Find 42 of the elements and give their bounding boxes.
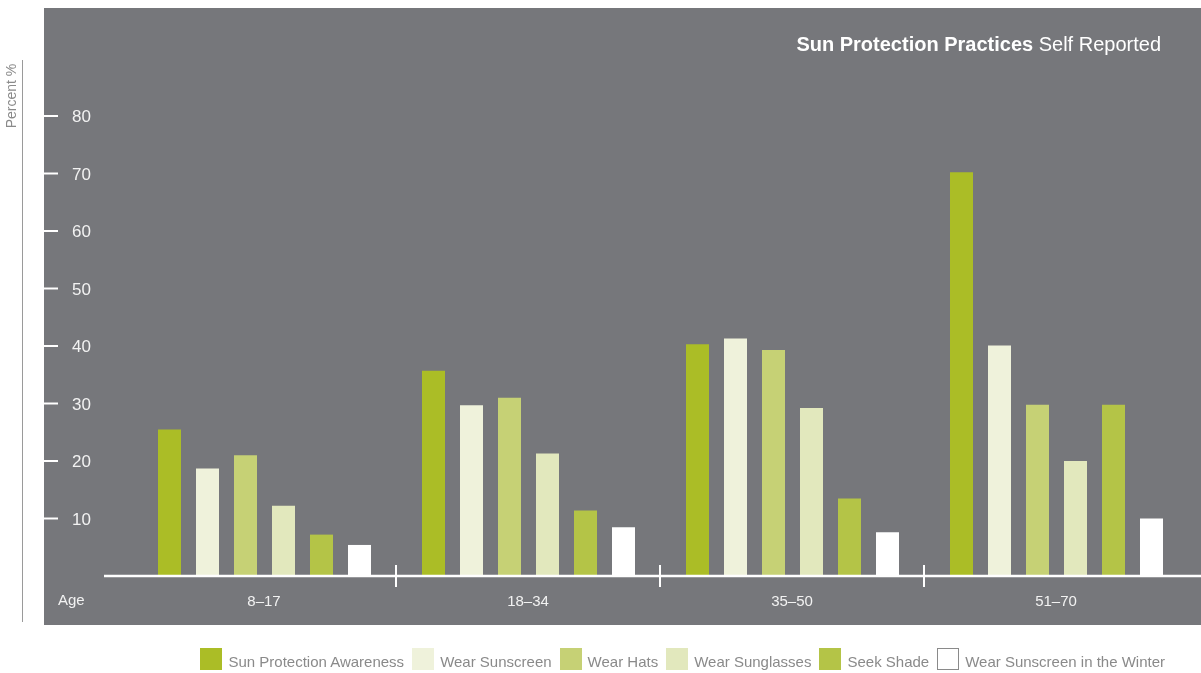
y-tick-label: 70	[72, 164, 91, 184]
legend-label: Wear Sunscreen	[440, 653, 552, 670]
x-tick-label: 51–70	[1035, 592, 1077, 609]
y-tick-label: 10	[72, 509, 91, 529]
bar	[686, 344, 709, 576]
y-tick-label: 40	[72, 337, 91, 356]
x-axis-title: Age	[58, 591, 85, 608]
y-tick-label: 30	[72, 394, 91, 414]
legend-label: Wear Hats	[587, 653, 659, 670]
bar	[234, 455, 257, 576]
chart-title: Sun Protection Practices	[796, 33, 1034, 55]
bar	[536, 453, 559, 576]
y-tick-label: 20	[72, 452, 91, 471]
bar	[498, 397, 521, 576]
x-tick-label: 35–50	[771, 592, 813, 609]
legend-label: Sun Protection Awareness	[228, 653, 405, 670]
bar	[762, 350, 785, 576]
bar	[1026, 404, 1049, 576]
bar	[310, 534, 333, 576]
bar	[574, 510, 597, 576]
x-tick-label: 8–17	[247, 592, 281, 609]
bar	[950, 172, 973, 576]
y-tick-label: 60	[72, 222, 91, 241]
y-axis-title: Percent %	[3, 63, 19, 129]
y-tick-label: 50	[72, 279, 91, 299]
bar	[724, 338, 747, 576]
bar	[1064, 461, 1087, 576]
legend-label: Seek Shade	[847, 653, 930, 670]
bar	[988, 345, 1011, 576]
bar	[800, 408, 823, 576]
bar	[460, 405, 483, 576]
bar	[838, 498, 861, 576]
chart-subtitle: Self Reported	[1038, 33, 1161, 55]
legend-label: Wear Sunglasses	[694, 653, 812, 670]
bar	[272, 505, 295, 576]
legend-label: Wear Sunscreen in the Winter	[965, 653, 1165, 670]
bar	[422, 370, 445, 576]
bar	[196, 468, 219, 576]
bar	[1102, 404, 1125, 576]
y-tick-label: 80	[72, 107, 91, 126]
x-tick-label: 18–34	[507, 592, 549, 609]
bar	[158, 429, 181, 576]
